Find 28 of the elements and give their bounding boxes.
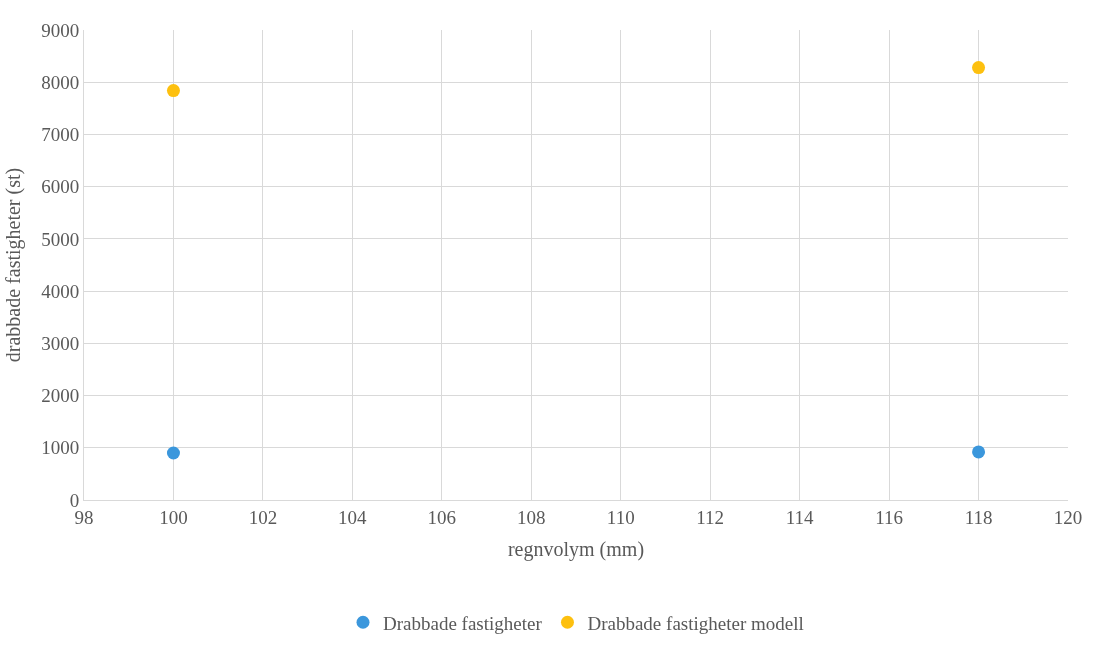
point	[166, 84, 180, 98]
legend-label: Drabbade fastigheter	[383, 612, 543, 634]
x-tick-label: 102	[248, 506, 278, 528]
legend-label: Drabbade fastigheter modell	[587, 612, 804, 634]
point	[972, 61, 986, 75]
y-tick-label: 5000	[41, 228, 80, 250]
point	[166, 446, 180, 460]
y-tick-label: 3000	[41, 332, 80, 354]
y-tick-label: 4000	[41, 280, 80, 302]
x-tick-label: 104	[338, 506, 368, 528]
x-axis-title: regnvolym (mm)	[507, 538, 645, 562]
y-tick-label: 8000	[41, 71, 80, 93]
x-tick-label: 116	[875, 506, 903, 528]
y-tick-label: 1000	[41, 437, 80, 459]
y-tick-label: 2000	[41, 385, 80, 407]
x-tick-label: 120	[1053, 506, 1083, 528]
y-tick-label: 9000	[41, 19, 80, 41]
x-tick-label: 108	[517, 506, 546, 528]
y-tick-label: 6000	[41, 176, 80, 198]
y-tick-label: 7000	[41, 124, 80, 146]
x-tick-label: 100	[159, 506, 188, 528]
x-tick-label: 106	[427, 506, 457, 528]
y-axis-title: drabbade fastigheter (st)	[1, 167, 25, 363]
point	[972, 445, 986, 459]
x-tick-label: 118	[964, 506, 993, 528]
x-tick-label: 114	[785, 506, 815, 528]
x-tick-label: 112	[696, 506, 725, 528]
x-tick-label: 110	[606, 506, 635, 528]
